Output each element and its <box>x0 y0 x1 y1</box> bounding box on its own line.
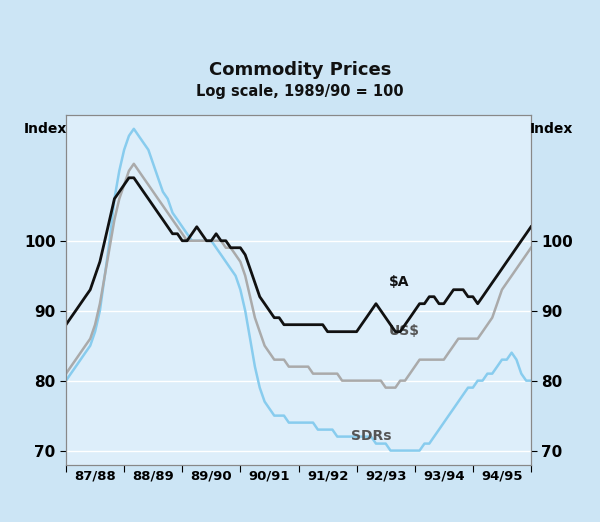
Text: US$: US$ <box>389 324 419 338</box>
Text: Commodity Prices: Commodity Prices <box>209 62 391 79</box>
Text: SDRs: SDRs <box>351 429 391 443</box>
Text: Index: Index <box>24 122 68 136</box>
Text: Index: Index <box>529 122 573 136</box>
Text: $A: $A <box>389 275 409 289</box>
Text: Log scale, 1989/90 = 100: Log scale, 1989/90 = 100 <box>196 84 404 99</box>
